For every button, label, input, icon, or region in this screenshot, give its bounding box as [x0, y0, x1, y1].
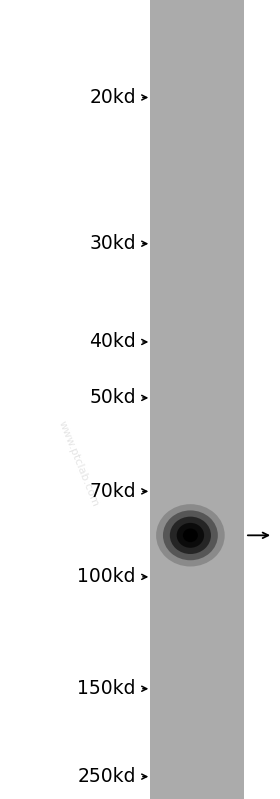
Text: 30kd: 30kd [89, 234, 136, 253]
Ellipse shape [177, 523, 204, 548]
Text: www.ptclab.com: www.ptclab.com [57, 419, 100, 508]
Ellipse shape [156, 504, 225, 566]
Text: 20kd: 20kd [89, 88, 136, 107]
Bar [150, 0, 244, 799]
Ellipse shape [163, 511, 218, 560]
Text: 100kd: 100kd [77, 567, 136, 586]
Text: 40kd: 40kd [89, 332, 136, 352]
Ellipse shape [170, 517, 211, 554]
Ellipse shape [183, 528, 198, 543]
Text: 250kd: 250kd [77, 767, 136, 786]
Text: 50kd: 50kd [89, 388, 136, 407]
Text: 70kd: 70kd [89, 482, 136, 501]
Text: 150kd: 150kd [77, 679, 136, 698]
